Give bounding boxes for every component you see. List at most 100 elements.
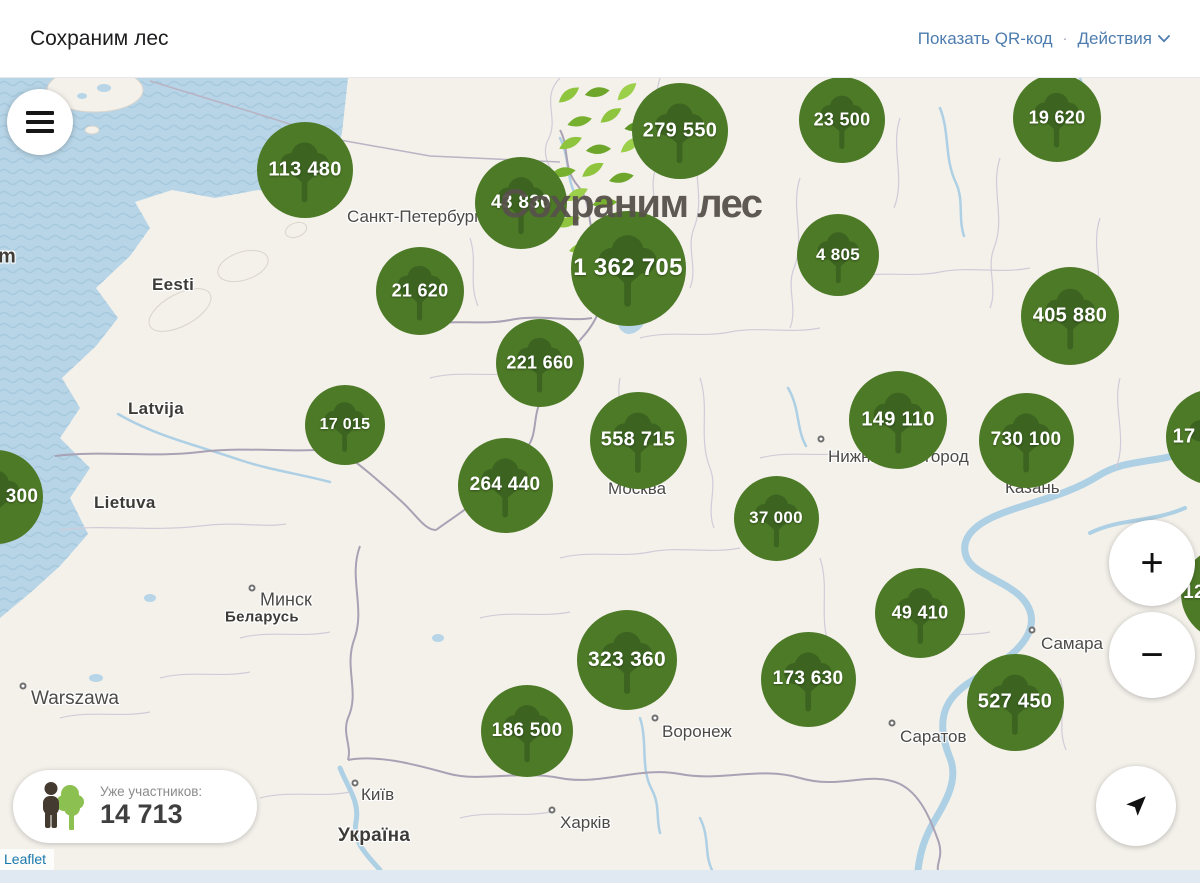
city-dot: [651, 714, 659, 722]
country-label: Latvija: [128, 399, 184, 418]
islands: [30, 78, 308, 332]
cluster-marker[interactable]: 43 830: [475, 157, 567, 249]
cluster-count: 17 015: [319, 416, 371, 433]
cluster-count: 264 440: [469, 474, 541, 495]
cluster-marker[interactable]: 405 880: [1021, 267, 1119, 365]
cluster-count: 300: [5, 486, 39, 507]
locate-button[interactable]: [1096, 766, 1176, 846]
cluster-count: 37 000: [749, 508, 803, 527]
leaflet-link[interactable]: Leaflet: [4, 851, 47, 867]
app-header: Сохраним лес Показать QR-код · Действия: [0, 0, 1200, 78]
cluster-marker[interactable]: 17: [1166, 389, 1200, 485]
cluster-count: 173 630: [772, 668, 844, 689]
map-canvas[interactable]: m Eesti Latvija Lietuva Санкт-Петербург Минск…: [0, 78, 1200, 870]
cluster-count: 323 360: [587, 648, 667, 671]
tree-icon: [1002, 413, 1050, 473]
cluster-count: 1 362 705: [573, 254, 683, 281]
cluster-marker[interactable]: 173 630: [760, 631, 856, 727]
logo-watermark: Сохраним лес: [500, 182, 763, 226]
city-dot: [548, 806, 556, 814]
city-label: Харків: [560, 813, 611, 832]
cluster-marker[interactable]: 221 660: [496, 319, 584, 407]
tree-icon: [503, 705, 551, 763]
header-links: Показать QR-код · Действия: [918, 29, 1170, 49]
cluster-marker[interactable]: 4 805: [797, 214, 879, 296]
cluster-marker[interactable]: 264 440: [457, 437, 553, 533]
city-label: Warszawa: [31, 688, 119, 709]
city-labels-layer: m Eesti Latvija Lietuva Санкт-Петербург Минск…: [0, 78, 1200, 870]
cluster-marker[interactable]: 23 500: [799, 78, 885, 163]
tree-icon: [817, 231, 859, 283]
page-title: Сохраним лес: [30, 26, 169, 50]
cluster-count: 221 660: [506, 352, 574, 373]
tree-icon: [897, 587, 943, 644]
cluster-count: 730 100: [990, 429, 1062, 450]
participants-card: Уже участников: 14 713: [13, 770, 257, 843]
city-dot: [19, 682, 27, 690]
menu-button[interactable]: [7, 89, 73, 155]
cluster-marker[interactable]: 149 110: [849, 371, 947, 469]
participants-count: 14 713: [100, 799, 183, 830]
actions-label: Действия: [1077, 28, 1152, 48]
tree-icon: [481, 458, 529, 518]
country-label: Беларусь: [225, 608, 299, 626]
show-qr-link[interactable]: Показать QR-код: [917, 28, 1053, 48]
cluster-marker[interactable]: 49 410: [875, 568, 965, 658]
cluster-marker[interactable]: 730 100: [978, 392, 1074, 488]
tree-icon: [0, 471, 20, 509]
cluster-count: 4 805: [815, 245, 861, 264]
leaflet-attribution: Leaflet: [0, 849, 55, 870]
cluster-marker[interactable]: 558 715: [589, 391, 687, 489]
rivers: [116, 78, 1200, 870]
cluster-marker[interactable]: 37 000: [733, 475, 819, 561]
tree-icon: [1045, 288, 1095, 350]
cluster-marker[interactable]: 1 362 705: [570, 210, 686, 326]
actions-link[interactable]: Действия: [1078, 29, 1170, 49]
zoom-in-button[interactable]: +: [1109, 520, 1195, 606]
cluster-markers-layer: 113 480 279 550 23 500 19 620 43 830 1 362 70…: [0, 78, 1200, 870]
hamburger-icon: [26, 111, 54, 115]
tree-icon: [517, 338, 563, 393]
zoom-out-button[interactable]: −: [1109, 612, 1195, 698]
cluster-count: 49 410: [891, 602, 949, 623]
cluster-marker[interactable]: 300: [0, 450, 43, 544]
cluster-marker[interactable]: 527 450: [966, 653, 1064, 751]
cluster-count: 43 830: [491, 192, 551, 213]
city-label: Самара: [1041, 634, 1103, 653]
city-dot: [888, 719, 896, 727]
city-dot: [248, 584, 256, 592]
cluster-marker[interactable]: 279 550: [632, 83, 728, 179]
tree-icon: [873, 392, 923, 454]
cluster-count: 558 715: [600, 428, 676, 451]
city-dot: [1028, 626, 1036, 634]
tree-icon: [280, 142, 330, 203]
tree-icon: [754, 494, 798, 547]
city-dot: [351, 779, 359, 787]
cluster-count: 21 620: [391, 280, 449, 301]
tree-icon: [784, 652, 832, 712]
tree-icon: [1034, 93, 1080, 148]
cluster-marker[interactable]: 186 500: [481, 685, 573, 777]
cluster-count: 113 480: [268, 158, 342, 181]
country-label: Lietuva: [94, 493, 156, 512]
tree-icon: [397, 266, 443, 321]
cluster-count: 405 880: [1032, 304, 1108, 327]
cluster-marker[interactable]: 19 620: [1013, 78, 1101, 162]
cluster-count: 527 450: [977, 690, 1053, 713]
cluster-marker[interactable]: 323 360: [577, 610, 677, 710]
city-label: Воронеж: [662, 722, 732, 741]
tree-icon: [324, 402, 366, 453]
tree-icon: [820, 95, 864, 150]
city-label: Минск: [260, 589, 312, 610]
cluster-count: 19 620: [1028, 107, 1086, 128]
cluster-marker[interactable]: 21 620: [376, 247, 464, 335]
cluster-marker[interactable]: 113 480: [257, 122, 353, 218]
cluster-count: 17: [1172, 425, 1196, 448]
tree-icon: [1189, 420, 1200, 442]
cluster-marker[interactable]: 17 015: [305, 385, 385, 465]
person-tree-icon: [43, 781, 84, 830]
tree-icon: [599, 235, 657, 308]
tree-icon: [601, 631, 653, 695]
city-label: Санкт-Петербург: [347, 207, 481, 226]
city-dot: [817, 435, 825, 443]
